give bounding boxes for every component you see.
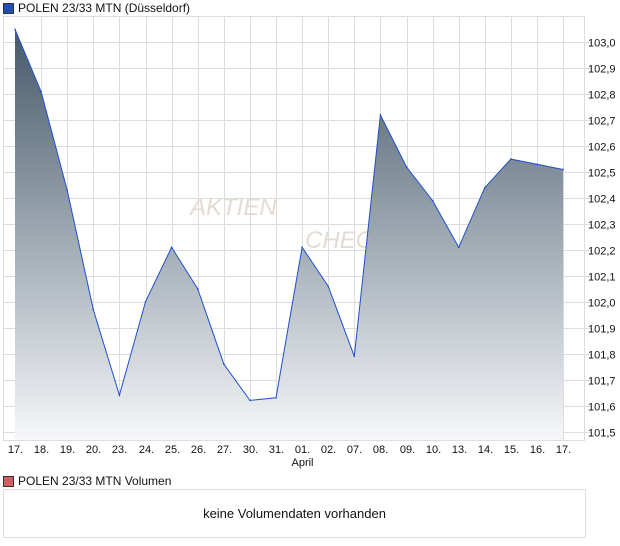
volume-empty-message: keine Volumendaten vorhanden	[203, 506, 386, 521]
data-point	[510, 158, 512, 160]
y-tick-label: 101,6	[588, 402, 616, 414]
y-tick-label: 101,9	[588, 324, 616, 336]
plot-frame	[3, 16, 585, 441]
data-point	[536, 163, 538, 166]
x-tick-label: 10.	[426, 444, 441, 456]
x-tick-label: 30.	[243, 444, 258, 456]
x-tick-label: 25.	[165, 444, 180, 456]
price-chart: AKTIEN CHECK 103,0102,9102,8102,7102,610…	[3, 16, 616, 469]
x-tick-label: 02.	[321, 444, 336, 456]
data-point	[327, 285, 330, 288]
watermark: AKTIEN	[188, 194, 277, 221]
data-point	[223, 363, 225, 365]
x-tick-label: 01.	[295, 444, 310, 456]
x-tick-label: 18.	[34, 444, 49, 456]
price-legend-label: POLEN 23/33 MTN (Düsseldorf)	[18, 1, 191, 15]
price-area	[15, 29, 564, 441]
data-point	[144, 301, 147, 303]
price-legend: POLEN 23/33 MTN (Düsseldorf)	[3, 1, 190, 15]
data-point	[431, 199, 434, 202]
x-tick-label: 20.	[86, 444, 101, 456]
x-tick-label: 13.	[452, 444, 467, 456]
data-point	[353, 355, 356, 358]
y-tick-label: 102,8	[588, 90, 616, 102]
y-tick-label: 102,9	[588, 64, 616, 76]
y-tick-label: 101,7	[588, 376, 616, 388]
x-tick-label: 17.	[8, 444, 23, 456]
price-legend-swatch	[3, 2, 14, 14]
x-tick-label: 19.	[60, 444, 75, 456]
data-point	[170, 246, 173, 249]
data-point	[249, 399, 251, 402]
x-tick-label: 27.	[217, 444, 232, 456]
y-tick-label: 101,5	[588, 428, 616, 440]
x-tick-label: 17.	[556, 444, 571, 456]
x-tick-label: 23.	[112, 444, 127, 456]
x-tick-label: 31.	[269, 444, 284, 456]
data-point	[275, 397, 277, 399]
x-tick-label: 26.	[191, 444, 206, 456]
x-tick-label: 24.	[139, 444, 154, 456]
y-tick-label: 102,5	[588, 168, 616, 180]
y-tick-label: 103,0	[588, 38, 616, 50]
volume-legend-swatch	[3, 475, 14, 487]
y-tick-label: 102,6	[588, 142, 616, 154]
data-point	[484, 186, 486, 189]
data-point	[405, 166, 408, 168]
volume-panel: keine Volumendaten vorhanden	[3, 489, 586, 538]
data-point	[562, 168, 564, 171]
x-month-label: April	[291, 457, 313, 469]
data-point	[14, 28, 16, 31]
data-point	[457, 246, 460, 249]
volume-legend: POLEN 23/33 MTN Volumen	[3, 474, 171, 488]
volume-legend-label: POLEN 23/33 MTN Volumen	[18, 474, 172, 488]
data-point	[196, 288, 199, 290]
data-point	[118, 394, 121, 397]
data-point	[40, 90, 42, 93]
x-tick-label: 08.	[373, 444, 388, 456]
y-tick-label: 102,1	[588, 272, 616, 284]
data-point	[301, 246, 303, 249]
y-tick-label: 102,7	[588, 116, 616, 128]
y-tick-label: 102,0	[588, 298, 616, 310]
y-tick-label: 101,8	[588, 350, 616, 362]
x-tick-label: 16.	[530, 444, 545, 456]
data-point	[379, 114, 382, 116]
y-tick-label: 102,2	[588, 246, 616, 258]
x-tick-label: 09.	[400, 444, 415, 456]
data-point	[66, 189, 68, 192]
price-line	[14, 29, 564, 401]
x-tick-label: 07.	[347, 444, 362, 456]
y-tick-label: 102,3	[588, 220, 616, 232]
data-point	[92, 308, 95, 311]
x-tick-label: 14.	[478, 444, 493, 456]
y-tick-label: 102,4	[588, 194, 616, 206]
x-tick-label: 15.	[504, 444, 519, 456]
